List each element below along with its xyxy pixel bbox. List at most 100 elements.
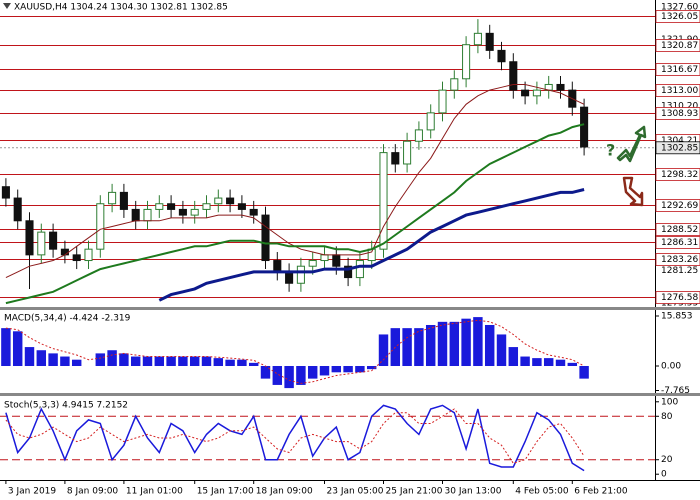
level-label-box [655, 291, 700, 304]
stoch-tick-label: 100 [661, 397, 678, 407]
stoch-title: Stoch(5,3,3) 4.9415 7.2152 [4, 401, 128, 411]
candle-body [1, 186, 10, 199]
macd-bar [95, 353, 106, 367]
macd-bar [402, 328, 412, 367]
candle-body [72, 254, 81, 262]
stoch-tick-label: 80 [661, 412, 673, 422]
candle-body [13, 197, 22, 222]
moving-average-line [5, 123, 585, 305]
x-tick-label: 15 Jan 17:00 [197, 487, 254, 497]
level-label: 1286.31 [661, 238, 698, 248]
macd-bar [319, 366, 330, 376]
candle-body [509, 61, 518, 91]
macd-bar [189, 356, 200, 367]
macd-bar [543, 358, 554, 367]
macd-bar [201, 356, 212, 367]
candle-body [143, 208, 152, 222]
candle-body [261, 214, 270, 262]
level-label-box [655, 107, 700, 120]
candle-body [155, 203, 164, 210]
macd-tick-label: -7.765 [661, 386, 690, 396]
x-tick-label: 25 Jan 21:00 [386, 487, 443, 497]
macd-bar [449, 321, 460, 367]
candle-body [462, 44, 471, 80]
symbol-icon [3, 3, 11, 9]
candle-body [249, 208, 258, 216]
level-label: 1320.87 [661, 41, 698, 51]
candle-body [426, 112, 435, 131]
candle-body [556, 83, 565, 91]
x-tick-label: 30 Jan 13:00 [445, 487, 502, 497]
macd-bar [296, 366, 306, 385]
macd-bar [484, 324, 495, 367]
candle-body [438, 89, 447, 114]
candle-body [320, 254, 329, 262]
macd-bar [130, 356, 141, 367]
macd-bar [119, 353, 129, 367]
level-label: 1304.21 [661, 136, 698, 146]
chart-title: XAUUSD,H4 1304.24 1304.30 1302.81 1302.8… [14, 3, 228, 13]
candle-body [485, 32, 494, 51]
candle-body [84, 248, 93, 262]
macd-tick-label: 0.00 [661, 362, 681, 372]
up-arrow-icon [616, 125, 647, 163]
level-label-box [655, 63, 700, 76]
moving-average-line [158, 188, 585, 302]
macd-bar [248, 362, 259, 367]
macd-bar [414, 328, 424, 367]
candle-body [521, 89, 530, 97]
x-tick-label: 23 Jan 05:00 [327, 487, 384, 497]
candle-body [49, 231, 58, 250]
level-label: 1308.93 [661, 109, 698, 119]
macd-bar [496, 334, 507, 367]
macd-bar [437, 321, 448, 367]
x-tick-label: 11 Jan 01:00 [126, 487, 183, 497]
candle-body [344, 265, 353, 279]
level-label-box [655, 84, 700, 97]
candle-body [414, 129, 423, 142]
x-tick-label: 3 Jan 2019 [8, 487, 56, 497]
level-label: 1276.58 [661, 293, 698, 303]
macd-bar [36, 350, 47, 367]
macd-bar [567, 362, 578, 367]
candle-body [285, 271, 294, 284]
macd-bar [107, 350, 117, 367]
macd-bar [508, 347, 519, 367]
macd-bar [166, 356, 176, 367]
candle-body [167, 203, 176, 210]
candle-body [37, 231, 46, 256]
marks-layer [1, 19, 589, 472]
candle-body [214, 197, 223, 205]
x-tick-label: 6 Feb 21:00 [574, 487, 628, 497]
y-tick-label: 1281.25 [661, 266, 698, 276]
y-tick-label: 1327.60 [661, 3, 698, 13]
level-label-box [655, 236, 700, 249]
macd-bar [260, 366, 271, 379]
candle-body [379, 152, 388, 250]
level-label: 1288.52 [661, 225, 698, 235]
macd-bar [142, 356, 153, 367]
candle-body [273, 260, 282, 273]
candle-body [308, 260, 317, 267]
candle-body [355, 260, 364, 279]
level-label: 1283.26 [661, 255, 698, 265]
macd-tick-label: 15.853 [661, 311, 693, 321]
level-label: 1313.00 [661, 86, 698, 96]
down-arrow-icon [622, 176, 644, 207]
macd-bar [473, 317, 483, 367]
macd-signal-line [5, 319, 585, 384]
candle-body [119, 191, 128, 210]
macd-bar [520, 356, 530, 367]
x-tick-label: 8 Jan 09:00 [67, 487, 119, 497]
macd-title: MACD(5,34,4) -4.424 -2.319 [4, 314, 131, 324]
candle-body [60, 248, 69, 256]
macd-bar [532, 358, 542, 367]
macd-bar [343, 366, 353, 373]
candle-body [403, 140, 412, 165]
y-tick-label: 1310.20 [661, 102, 698, 112]
macd-bar [378, 334, 389, 367]
candle-body [332, 254, 341, 267]
candle-body [131, 208, 140, 222]
candle-body [190, 208, 199, 216]
